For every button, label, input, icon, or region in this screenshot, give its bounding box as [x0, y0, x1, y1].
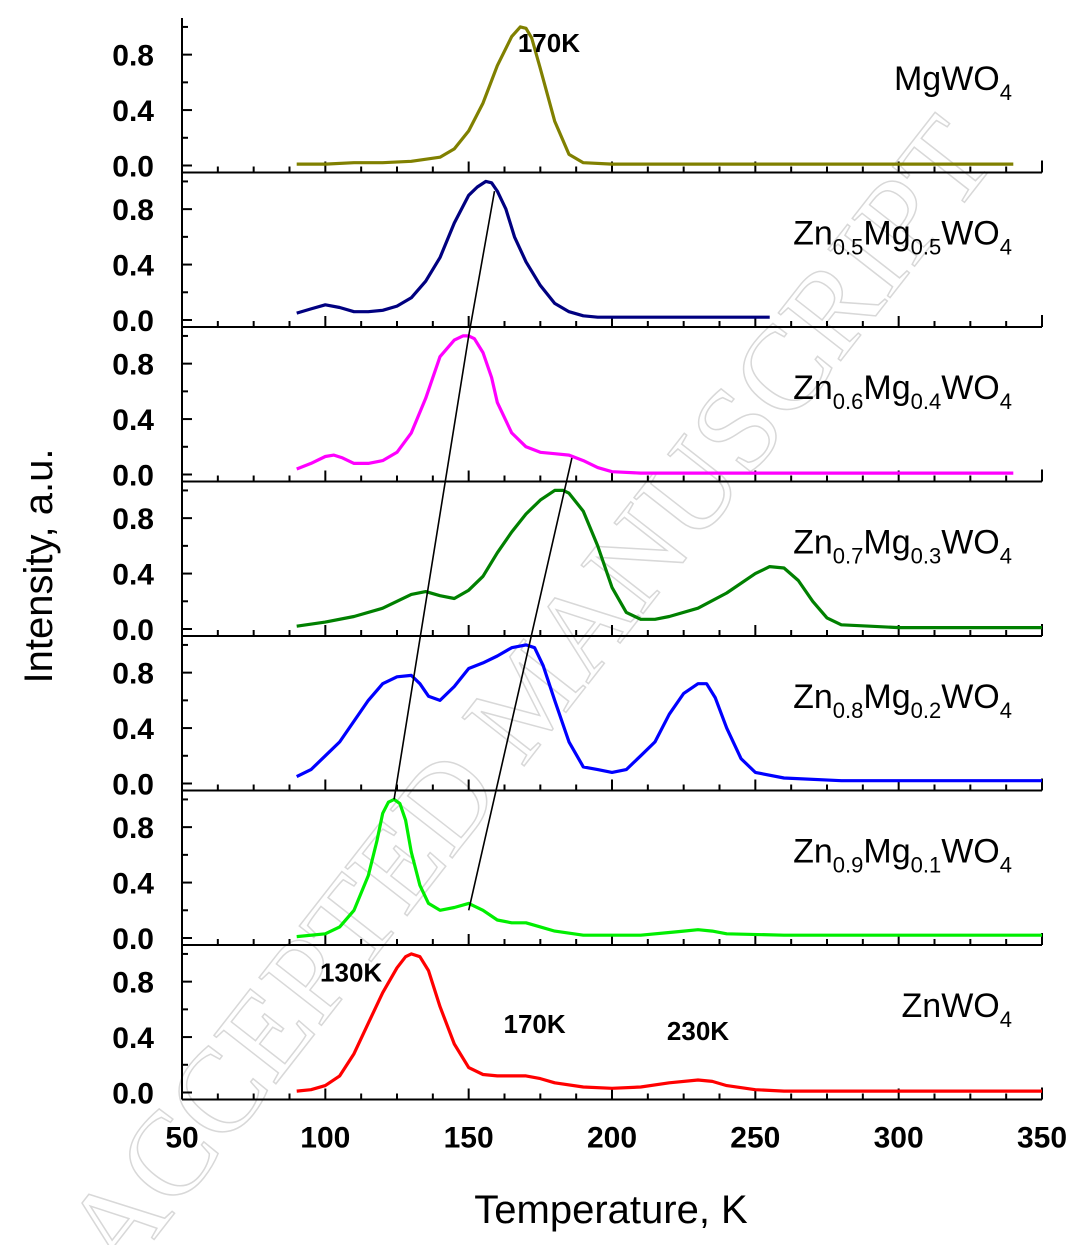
y-axis-title: Intensity, a.u. [17, 449, 61, 684]
series-label-zn06: Zn0.6Mg0.4WO4 [793, 369, 1012, 414]
guide-lines [393, 190, 573, 911]
x-tick-label: 200 [587, 1122, 637, 1155]
series-line-mgwo4 [296, 25, 1014, 166]
y-tick-label: 0.8 [112, 194, 154, 227]
y-tick-label: 0.0 [112, 769, 154, 802]
y-tick-label: 0.8 [112, 349, 154, 382]
guide-line-1 [393, 190, 496, 800]
series-label-zn05: Zn0.5Mg0.5WO4 [793, 215, 1012, 260]
series-line-zn05 [296, 179, 770, 319]
y-tick-label: 0.0 [112, 305, 154, 338]
x-tick-label: 100 [300, 1122, 350, 1155]
y-tick-label: 0.0 [112, 923, 154, 956]
series-line-zn07 [296, 488, 1042, 630]
y-tick-label: 0.0 [112, 151, 154, 184]
panel-znwo4: 0.0 0.4 0.8 ZnWO4 130K 170K 230K [112, 945, 1043, 1111]
panels-layer: 0.0 0.4 0.8 MgWO4 170K 0.0 0.4 0.8 Zn0.5Mg0.5WO4… [112, 18, 1043, 1111]
panel-zn05: 0.0 0.4 0.8 Zn0.5Mg0.5WO4 [112, 172, 1043, 338]
x-tick-label: 50 [165, 1122, 198, 1155]
y-tick-label: 0.0 [112, 614, 154, 647]
series-line-zn08 [295, 643, 1042, 783]
peak-annotation: 130K [320, 958, 382, 988]
y-tick-label: 0.4 [112, 95, 154, 128]
x-tick-label: 300 [874, 1122, 924, 1155]
y-tick-label: 0.0 [112, 460, 154, 493]
series-line-zn09 [296, 797, 1042, 939]
series-label-znwo4: ZnWO4 [902, 987, 1012, 1032]
peak-annotation: 170K [504, 1009, 566, 1039]
y-tick-label: 0.4 [112, 868, 154, 901]
y-tick-label: 0.4 [112, 559, 154, 592]
panel-zn06: 0.0 0.4 0.8 Zn0.6Mg0.4WO4 [112, 327, 1043, 493]
series-label-mgwo4: MgWO4 [894, 60, 1012, 105]
y-tick-label: 0.8 [112, 503, 154, 536]
y-tick-label: 0.4 [112, 404, 154, 437]
x-tick-label: 350 [1017, 1122, 1067, 1155]
y-tick-label: 0.8 [112, 40, 154, 73]
series-line-znwo4 [296, 952, 1042, 1093]
series-line-zn06 [296, 334, 1014, 475]
panel-zn08: 0.0 0.4 0.8 Zn0.8Mg0.2WO4 [112, 636, 1043, 802]
y-tick-label: 0.4 [112, 250, 154, 283]
peak-annotation: 230K [667, 1016, 729, 1046]
series-label-zn09: Zn0.9Mg0.1WO4 [793, 833, 1012, 878]
y-tick-label: 0.8 [112, 967, 154, 1000]
y-tick-label: 0.4 [112, 1022, 154, 1055]
y-tick-label: 0.8 [112, 812, 154, 845]
x-axis: 50 100 150 200 250 300 350 [165, 1122, 1067, 1155]
series-label-zn07: Zn0.7Mg0.3WO4 [793, 524, 1012, 569]
x-tick-label: 250 [730, 1122, 780, 1155]
series-label-zn08: Zn0.8Mg0.2WO4 [793, 678, 1012, 723]
panel-zn07: 0.0 0.4 0.8 Zn0.7Mg0.3WO4 [112, 481, 1043, 647]
guide-line-2 [467, 457, 573, 911]
panel-zn09: 0.0 0.4 0.8 Zn0.9Mg0.1WO4 [112, 790, 1043, 956]
y-tick-label: 0.4 [112, 713, 154, 746]
panel-mgwo4: 0.0 0.4 0.8 MgWO4 170K [112, 18, 1043, 184]
x-axis-title: Temperature, K [474, 1188, 748, 1232]
peak-annotation: 170K [518, 28, 580, 58]
y-tick-label: 0.8 [112, 658, 154, 691]
x-tick-label: 150 [444, 1122, 494, 1155]
y-tick-label: 0.0 [112, 1078, 154, 1111]
